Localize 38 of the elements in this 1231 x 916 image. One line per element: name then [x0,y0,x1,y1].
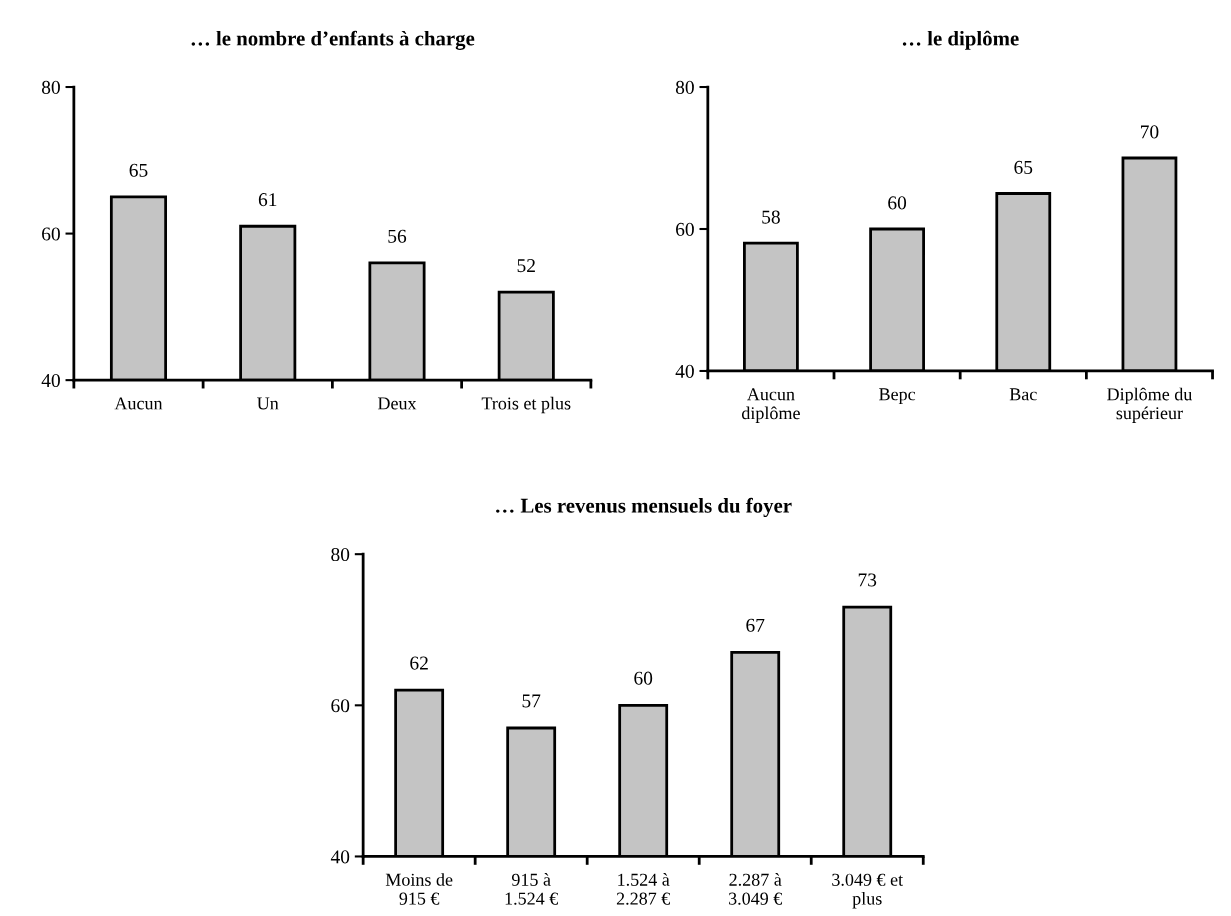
y-tick-label: 80 [331,548,350,562]
data-label: 67 [746,618,765,632]
data-label: 65 [129,163,148,177]
data-label: 56 [388,229,407,243]
y-tick-label: 80 [41,80,60,94]
x-tick-label: 915 à 1.524 € [505,873,558,905]
x-tick-label: Bepc [879,388,916,405]
x-tick-label: Aucun [114,397,163,410]
x-tick-label: Bac [1009,388,1037,401]
y-tick-label: 60 [331,699,350,713]
x-tick-label: Aucun diplôme [741,388,800,423]
data-label: 65 [1014,160,1033,174]
data-label: 70 [1141,125,1159,139]
data-label: 60 [634,671,653,685]
data-label: 52 [517,259,535,273]
data-label: 58 [762,210,780,224]
x-tick-label: Diplôme du supérieur [1107,387,1193,423]
data-label: 62 [410,656,428,670]
x-tick-label: Un [257,397,279,410]
y-tick-label: 80 [675,80,694,94]
data-label: 61 [258,193,277,207]
chart-title: … le diplôme [902,30,1019,50]
data-label: 60 [888,196,907,210]
x-tick-label: Trois et plus [481,396,571,414]
x-tick-label: Moins de 915 € [385,873,453,905]
y-tick-label: 60 [42,227,60,241]
y-tick-label: 40 [675,364,694,378]
y-tick-label: 40 [330,850,350,864]
data-label: 57 [522,694,541,708]
x-tick-label: Deux [377,397,417,410]
data-label: 73 [858,573,877,587]
y-tick-label: 40 [41,373,60,388]
x-tick-label: 2.287 à 3.049 € [729,873,783,905]
x-tick-label: 1.524 à 2.287 € [616,873,671,905]
x-tick-label: 3.049 € et plus [832,873,903,909]
chart-title: … Les revenus mensuels du foyer [496,497,792,518]
chart-title: … le nombre d’enfants à charge [191,30,475,50]
y-tick-label: 60 [676,222,694,236]
